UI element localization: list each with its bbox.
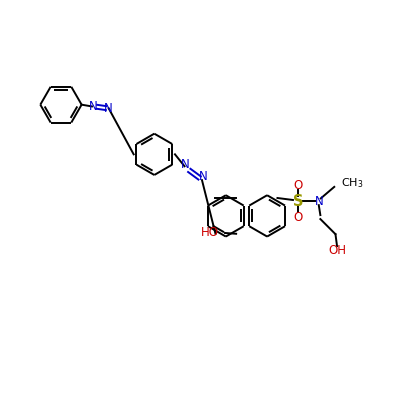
Text: N: N <box>314 195 323 208</box>
Text: N: N <box>88 100 97 113</box>
Text: OH: OH <box>328 244 346 257</box>
Text: O: O <box>294 179 303 192</box>
Text: N: N <box>181 158 190 171</box>
Text: CH$_3$: CH$_3$ <box>341 176 364 190</box>
Text: S: S <box>293 194 303 209</box>
Text: N: N <box>198 170 207 183</box>
Text: N: N <box>104 102 112 115</box>
Text: HO: HO <box>201 226 219 240</box>
Text: O: O <box>294 210 303 224</box>
